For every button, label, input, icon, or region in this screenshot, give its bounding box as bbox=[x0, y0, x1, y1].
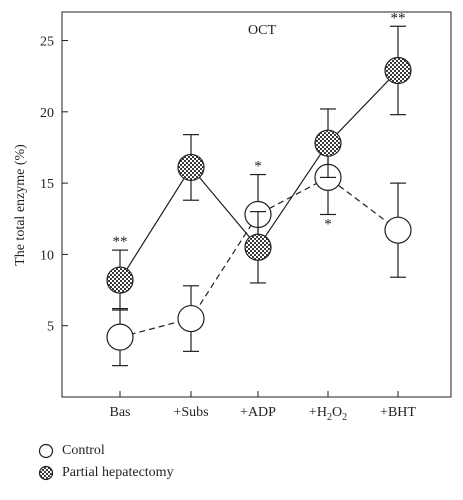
y-tick-label: 25 bbox=[40, 35, 54, 50]
data-point bbox=[106, 323, 134, 351]
legend-label-control: Control bbox=[62, 443, 105, 458]
data-point bbox=[384, 216, 412, 244]
open-circle-marker-icon bbox=[38, 443, 54, 459]
legend-item-control: Control bbox=[38, 443, 105, 459]
chart-title: OCT bbox=[248, 23, 276, 38]
data-point bbox=[244, 233, 272, 261]
data-point bbox=[177, 304, 205, 333]
y-tick-label: 10 bbox=[40, 248, 54, 263]
series-layer: ****** bbox=[106, 10, 412, 367]
legend-label-partial-hepatectomy: Partial hepatectomy bbox=[62, 465, 174, 480]
data-point bbox=[314, 129, 342, 157]
plot-frame bbox=[61, 11, 452, 398]
y-tick-label: 5 bbox=[47, 320, 54, 335]
significance-marker: * bbox=[324, 216, 332, 232]
data-point bbox=[177, 153, 205, 182]
x-tick-label: +Subs bbox=[173, 405, 208, 420]
data-point bbox=[106, 266, 134, 294]
x-tick-label: +ADP bbox=[240, 405, 276, 420]
x-tick-label: +H2O2 bbox=[309, 405, 347, 423]
y-tick-label: 20 bbox=[40, 106, 54, 121]
y-axis-label: The total enzyme (%) bbox=[13, 144, 28, 266]
y-axis-ticks: 5 10 15 20 25 bbox=[40, 35, 68, 335]
x-tick-label: Bas bbox=[110, 405, 131, 420]
checkered-circle-marker-icon bbox=[38, 465, 54, 481]
x-tick-label: +BHT bbox=[380, 405, 416, 420]
significance-marker: * bbox=[254, 159, 262, 175]
y-tick-label: 15 bbox=[40, 177, 54, 192]
series-control: ** bbox=[106, 139, 412, 367]
series-line bbox=[119, 176, 399, 338]
series-partial-hepatectomy: **** bbox=[106, 10, 412, 311]
significance-marker: ** bbox=[113, 234, 128, 250]
x-axis-ticks: Bas +Subs +ADP +H2O2 +BHT bbox=[110, 391, 416, 423]
significance-marker: ** bbox=[391, 10, 406, 26]
legend-item-partial-hepatectomy: Partial hepatectomy bbox=[38, 465, 174, 481]
data-point bbox=[384, 56, 412, 85]
